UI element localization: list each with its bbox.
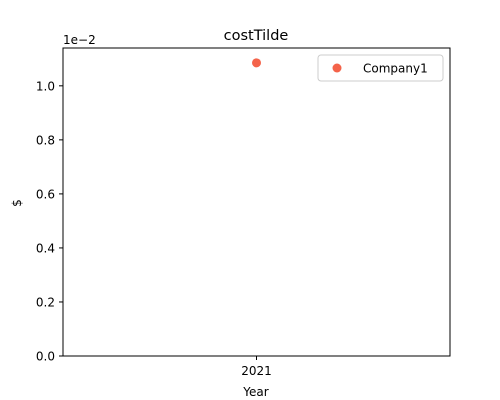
legend-marker	[332, 63, 342, 73]
x-axis-ticks: 2021	[241, 356, 272, 378]
y-tick-label: 0.6	[36, 187, 55, 201]
y-offset-text: 1e−2	[63, 33, 96, 47]
x-tick-label: 2021	[241, 364, 272, 378]
data-point	[252, 58, 261, 68]
y-tick-label: 0.0	[36, 350, 55, 364]
y-axis-label: $	[10, 199, 24, 207]
y-tick-label: 0.4	[36, 241, 55, 255]
legend: Company1	[317, 54, 444, 82]
y-tick-label: 0.8	[36, 133, 55, 147]
plot-frame	[62, 47, 451, 357]
legend-label: Company1	[363, 62, 428, 76]
x-axis-label: Year	[242, 385, 268, 399]
scatter-points	[252, 58, 261, 68]
legend-box	[317, 54, 444, 82]
y-tick-label: 1.0	[36, 79, 55, 93]
y-axis-ticks: 0.0 0.2 0.4 0.6 0.8 1.0	[36, 79, 63, 364]
chart-title: costTilde	[224, 28, 289, 44]
y-tick-label: 0.2	[36, 295, 55, 309]
